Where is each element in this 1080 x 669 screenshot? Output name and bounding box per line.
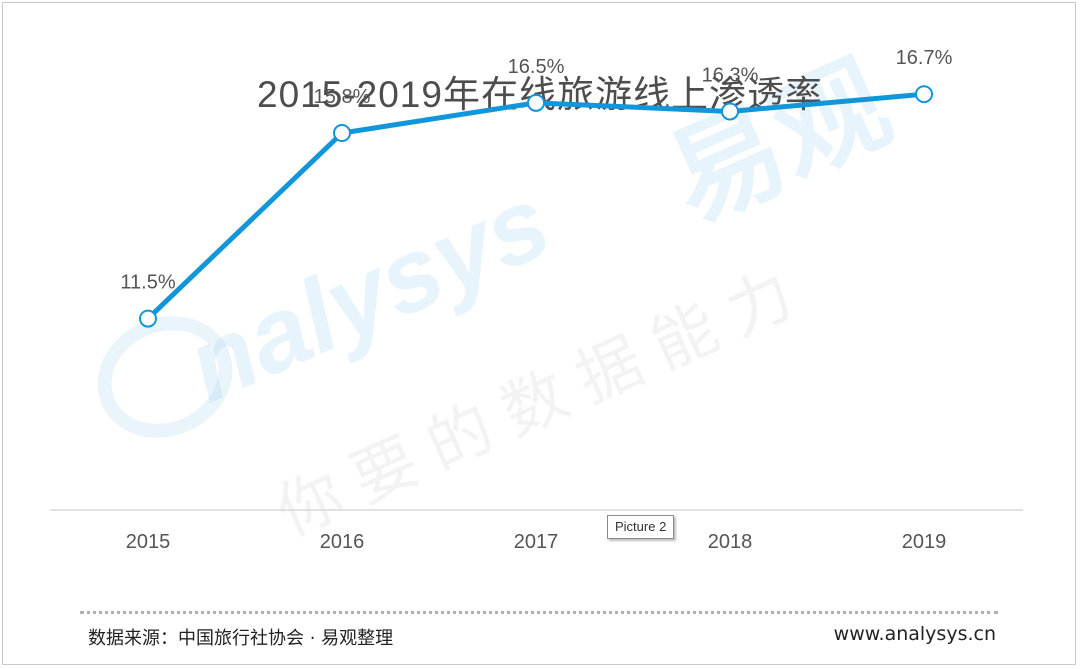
data-label-2015: 11.5% <box>120 272 175 294</box>
x-tick-label-2019: 2019 <box>902 531 947 553</box>
website-link[interactable]: www.analysys.cn <box>833 623 996 645</box>
data-label-2019: 16.7% <box>896 47 953 69</box>
x-tick-label-2018: 2018 <box>708 531 753 553</box>
data-point-2016 <box>333 124 351 143</box>
data-point-2018 <box>721 102 739 121</box>
data-label-2018: 16.3% <box>702 64 759 86</box>
x-tick-label-2016: 2016 <box>320 531 365 553</box>
data-point-2015 <box>139 309 157 328</box>
x-tick-label-2015: 2015 <box>126 531 171 553</box>
data-label-2016: 15.8% <box>314 86 371 108</box>
footer-divider <box>80 611 998 614</box>
data-point-2017 <box>527 93 545 112</box>
x-tick-label-2017: 2017 <box>514 531 559 553</box>
series-line <box>146 91 925 321</box>
picture-tooltip: Picture 2 <box>607 515 675 539</box>
data-point-2019 <box>915 85 933 104</box>
data-label-2017: 16.5% <box>508 56 565 78</box>
data-source-note: 数据来源：中国旅行社协会 · 易观整理 <box>88 628 394 649</box>
